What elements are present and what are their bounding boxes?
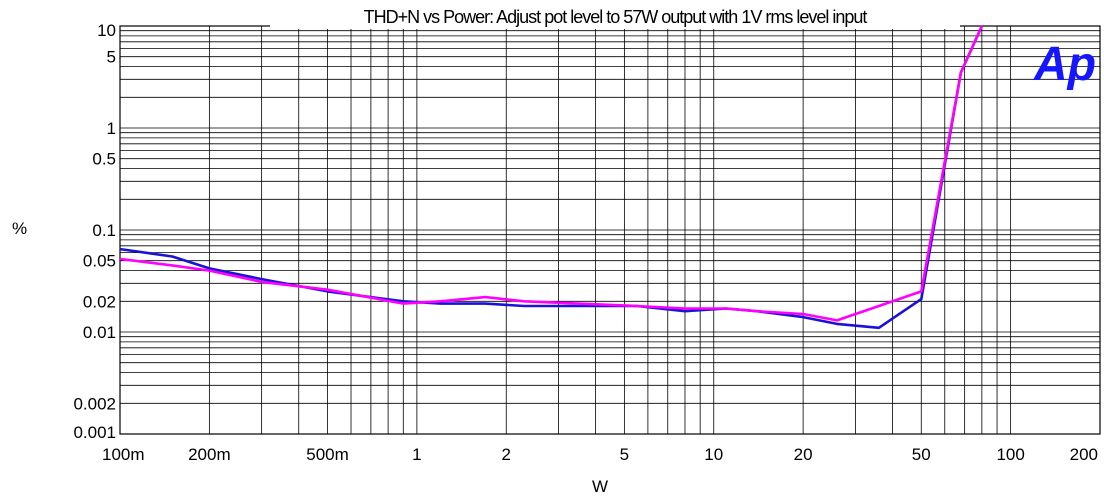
x-tick-label: 2 [502,445,511,464]
y-tick-labels: 10 5 1 0.5 0.1 0.05 0.02 0.01 0.002 0.001 [73,21,116,442]
y-tick-label: 0.001 [73,423,116,442]
y-tick-label: 0.05 [83,252,116,271]
x-tick-label: 100m [102,445,145,464]
x-tick-label: 100 [996,445,1024,464]
x-tick-label: 10 [704,445,723,464]
x-tick-label: 1 [412,445,421,464]
x-tick-label: 50 [912,445,931,464]
x-tick-label: 20 [794,445,813,464]
series-line-2 [119,25,984,322]
y-axis-label: % [12,219,27,238]
y-tick-label: 0.01 [83,323,116,342]
title-background [270,7,960,29]
y-tick-label: 5 [107,48,116,67]
y-tick-label: 10 [97,21,116,40]
x-tick-labels: 100m 200m 500m 1 2 5 10 20 50 100 200 [102,445,1098,464]
x-axis-label: W [592,477,608,496]
y-tick-label: 0.5 [92,150,116,169]
grid [119,26,1101,435]
chart-title: THD+N vs Power: Adjust pot level to 57W … [364,7,868,27]
x-tick-label: 500m [306,445,349,464]
x-tick-label: 200m [188,445,231,464]
series-lines [119,25,984,330]
ap-logo: Ap [1033,38,1096,91]
x-tick-label: 5 [620,445,629,464]
y-tick-label: 1 [107,119,116,138]
x-tick-label: 200 [1070,445,1098,464]
y-tick-label: 0.002 [73,394,116,413]
series-line-1 [119,25,984,330]
y-tick-label: 0.1 [92,221,116,240]
y-tick-label: 0.02 [83,292,116,311]
